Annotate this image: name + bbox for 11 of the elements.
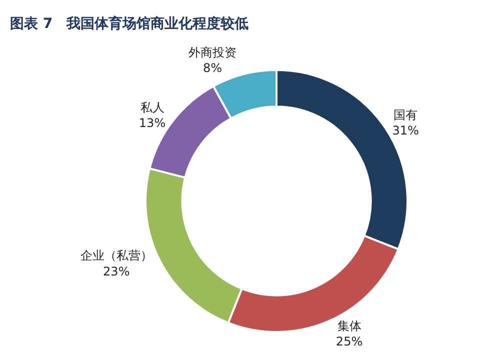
slice-label: 外商投资 — [188, 45, 237, 60]
slice-label: 私人 — [140, 100, 164, 114]
slice-label: 国有 — [394, 108, 418, 122]
data-label: 25% — [336, 334, 363, 348]
data-label: 13% — [138, 116, 166, 130]
slice-label: 企业（私营） — [80, 248, 152, 263]
data-label: 8% — [203, 61, 222, 76]
slice-label: 集体 — [337, 318, 362, 333]
chart-title: 图表 7 我国体育场馆商业化程度较低 — [10, 14, 249, 32]
data-label: 23% — [103, 264, 130, 278]
data-label: 31% — [392, 123, 419, 138]
